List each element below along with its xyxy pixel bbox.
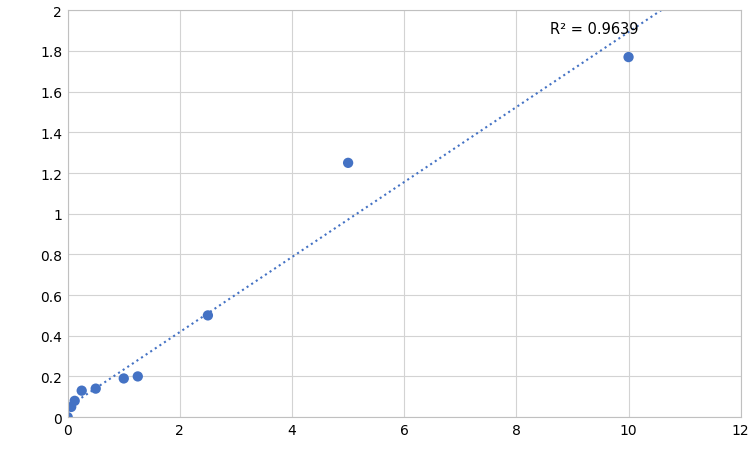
Text: R² = 0.9639: R² = 0.9639 xyxy=(550,22,638,37)
Point xyxy=(342,160,354,167)
Point xyxy=(623,54,635,61)
Point xyxy=(65,404,77,411)
Point xyxy=(76,387,88,394)
Point xyxy=(202,312,214,319)
Point xyxy=(68,397,80,405)
Point xyxy=(118,375,130,382)
Point xyxy=(62,414,74,421)
Point xyxy=(89,385,102,392)
Point xyxy=(132,373,144,380)
